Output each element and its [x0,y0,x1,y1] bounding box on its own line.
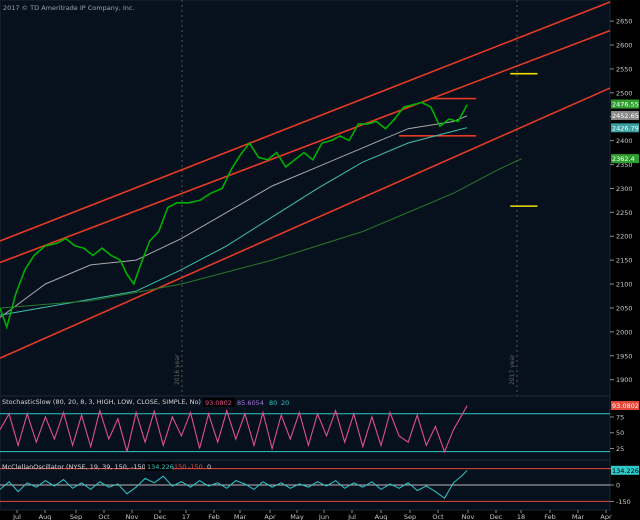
mcclellan-title: McClellanOscillator (NYSE, 19, 39, 150, … [2,463,161,471]
y-tick-label: 1900 [616,376,633,384]
x-tick-label: 17 [182,513,190,520]
x-tick-label: Dec [154,513,167,520]
y-tick-label: 50 [616,429,624,437]
stochastic-value-box [611,401,639,411]
price-series-line [0,101,468,330]
x-tick-label: Apr [264,513,276,520]
x-tick-label: Feb [208,513,220,520]
price-label-box [611,99,639,109]
mcc-readout-3: -150 [188,463,203,471]
price-label: 2476.55 [612,101,639,109]
mcclellan-value-box [611,465,639,475]
stoch-readout-4: 20 [281,399,289,407]
y-tick-label: 0 [616,482,620,490]
y-tick-label: 2050 [616,304,633,312]
stoch-readout-box-1 [203,398,235,407]
mcc-readout-box-1 [145,462,172,471]
channel-line [0,87,611,359]
y-tick-label: 2100 [616,281,633,289]
x-tick-label: Feb [544,513,556,520]
mcc-readout-2: 150 [174,463,186,471]
price-label-box [611,110,639,120]
moving-average-line [0,115,468,318]
x-tick-label: Sep [70,513,82,520]
y-tick-label: 2500 [616,89,633,97]
price-label-box [611,154,639,164]
stochastic-panel [0,395,611,461]
copyright-text: 2017 © TD Ameritrade IP Company, Inc. [3,4,135,12]
x-tick-label: Apr [600,513,612,520]
mcc-readout-1: 134.226 [147,463,174,471]
channel-line [0,1,611,242]
x-tick-label: Nov [462,513,475,520]
y-tick-label: 2000 [616,328,633,336]
price-label: 2362.4 [612,155,635,163]
y-tick-label: 2400 [616,137,633,145]
x-tick-label: Aug [39,513,52,520]
x-tick-label: Aug [375,513,388,520]
x-tick-label: Oct [432,513,444,520]
y-tick-label: 2550 [616,65,633,73]
stoch-readout-1: 93.0802 [205,399,232,407]
stochastic-title: StochasticSlow (80, 20, 8, 3, HIGH, LOW,… [2,398,201,406]
y-tick-label: 25 [616,445,624,453]
stoch-readout-2: 85.6054 [237,399,264,407]
stoch-readout-3: 80 [269,399,277,407]
moving-average-line [0,127,468,316]
mcc-readout-4: 0 [207,463,211,471]
x-tick-label: Nov [126,513,139,520]
mcclellan-line [0,469,468,499]
y-tick-label: -150 [616,498,631,506]
y-tick-label: 2650 [616,18,633,26]
x-tick-label: Jun [318,513,329,520]
stochastic-line [0,405,468,454]
y-tick-label: 2600 [616,42,633,50]
y-tick-label: 2150 [616,257,633,265]
x-tick-label: Oct [98,513,110,520]
price-label: 2452.65 [612,112,639,120]
y-tick-label: 2200 [616,233,633,241]
y-tick-label: 2350 [616,161,633,169]
y-tick-label: 1950 [616,352,633,360]
y-tick-label: 75 [616,413,624,421]
x-tick-label: Jul [347,513,356,520]
x-tick-label: Sep [404,513,416,520]
year-marker-label: 2017 year [509,354,516,385]
x-tick-label: Mar [234,513,247,520]
x-tick-label: Jul [12,513,21,520]
x-tick-label: May [290,513,304,520]
x-tick-label: 18 [517,513,525,520]
year-marker-label: 2016 year [174,354,181,385]
y-tick-label: 2250 [616,209,633,217]
price-panel [0,0,611,397]
moving-average-line [0,158,522,309]
channel-line [0,29,611,264]
y-tick-label: 2300 [616,185,633,193]
x-tick-label: Mar [572,513,585,520]
price-label-box [611,123,639,133]
stochastic-value-label: 93.0802 [612,402,639,410]
price-label: 2426.79 [612,124,639,132]
mcclellan-value-label: 134.226 [612,467,639,475]
x-tick-label: Dec [490,513,503,520]
